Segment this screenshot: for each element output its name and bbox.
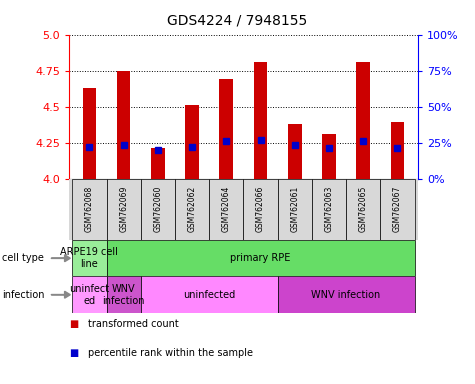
Text: ■: ■: [69, 348, 78, 358]
Text: cell type: cell type: [2, 253, 44, 263]
Bar: [209, 179, 243, 240]
Text: GSM762063: GSM762063: [324, 186, 333, 232]
Text: WNV
infection: WNV infection: [103, 284, 145, 306]
Bar: [141, 276, 278, 313]
Text: primary RPE: primary RPE: [230, 253, 291, 263]
Bar: [346, 179, 380, 240]
Text: WNV infection: WNV infection: [312, 290, 381, 300]
Bar: [151, 148, 165, 179]
Bar: [322, 134, 336, 179]
Text: GSM762065: GSM762065: [359, 186, 368, 232]
Text: GSM762066: GSM762066: [256, 186, 265, 232]
Text: percentile rank within the sample: percentile rank within the sample: [88, 348, 253, 358]
Bar: [254, 62, 267, 179]
Bar: [72, 240, 106, 276]
Bar: [106, 240, 415, 276]
Bar: [278, 179, 312, 240]
Text: GSM762069: GSM762069: [119, 186, 128, 232]
Text: GSM762061: GSM762061: [290, 186, 299, 232]
Bar: [72, 179, 106, 240]
Bar: [219, 79, 233, 179]
Bar: [72, 276, 106, 313]
Bar: [106, 276, 141, 313]
Text: uninfect
ed: uninfect ed: [69, 284, 109, 306]
Bar: [106, 179, 141, 240]
Bar: [185, 105, 199, 179]
Text: transformed count: transformed count: [88, 319, 179, 329]
Text: ARPE19 cell
line: ARPE19 cell line: [60, 247, 118, 269]
Text: uninfected: uninfected: [183, 290, 235, 300]
Bar: [380, 179, 415, 240]
Text: GSM762060: GSM762060: [153, 186, 162, 232]
Bar: [356, 62, 370, 179]
Bar: [244, 179, 278, 240]
Bar: [288, 124, 302, 179]
Bar: [390, 122, 404, 179]
Text: ■: ■: [69, 319, 78, 329]
Text: GSM762062: GSM762062: [188, 186, 197, 232]
Bar: [312, 179, 346, 240]
Text: GSM762067: GSM762067: [393, 186, 402, 232]
Text: GSM762064: GSM762064: [222, 186, 231, 232]
Bar: [117, 71, 131, 179]
Bar: [83, 88, 96, 179]
Bar: [278, 276, 415, 313]
Text: GDS4224 / 7948155: GDS4224 / 7948155: [167, 13, 308, 27]
Bar: [141, 179, 175, 240]
Text: GSM762068: GSM762068: [85, 186, 94, 232]
Text: infection: infection: [2, 290, 45, 300]
Bar: [175, 179, 209, 240]
